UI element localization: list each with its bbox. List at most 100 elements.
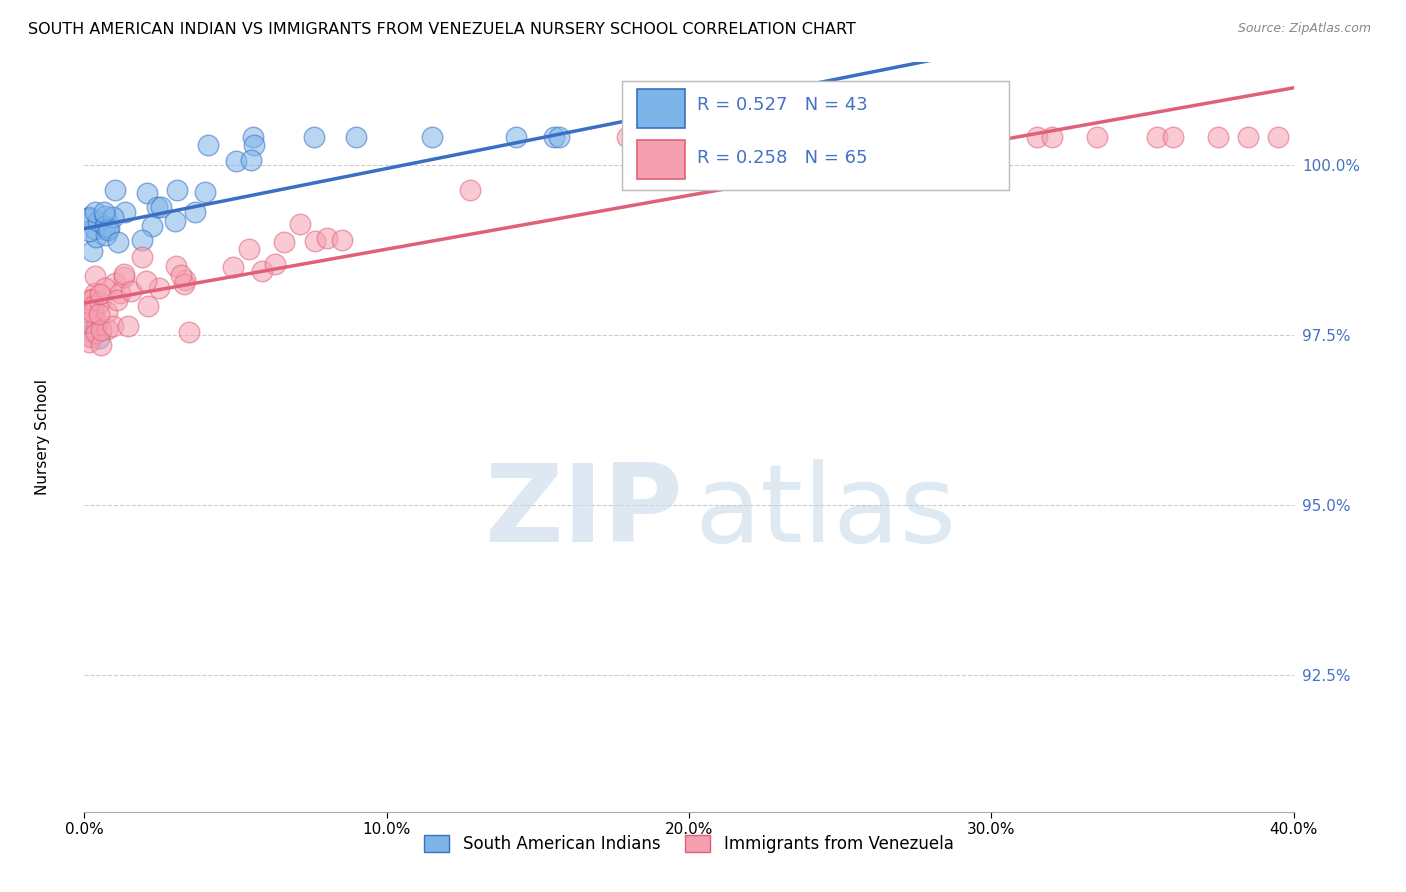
Text: SOUTH AMERICAN INDIAN VS IMMIGRANTS FROM VENEZUELA NURSERY SCHOOL CORRELATION CH: SOUTH AMERICAN INDIAN VS IMMIGRANTS FROM… <box>28 22 856 37</box>
Point <box>239 153 262 168</box>
Point <box>97 223 120 237</box>
Point <box>179 326 201 340</box>
Point <box>884 130 907 145</box>
Text: R = 0.527   N = 43: R = 0.527 N = 43 <box>697 96 868 114</box>
Point <box>94 219 117 234</box>
Point <box>84 268 107 283</box>
Point <box>104 183 127 197</box>
Point <box>83 205 105 219</box>
Point <box>96 322 118 336</box>
Point <box>104 276 127 290</box>
Point <box>547 130 569 145</box>
Point <box>1267 130 1289 145</box>
Text: R = 0.258   N = 65: R = 0.258 N = 65 <box>697 149 868 167</box>
Point <box>107 235 129 249</box>
Legend: South American Indians, Immigrants from Venezuela: South American Indians, Immigrants from … <box>418 828 960 860</box>
Point <box>93 281 115 295</box>
Point <box>920 130 942 145</box>
Point <box>165 260 187 274</box>
Point <box>768 130 790 145</box>
Point <box>90 338 112 352</box>
Point <box>112 269 135 284</box>
Point <box>87 214 110 228</box>
Text: atlas: atlas <box>695 459 957 565</box>
Point <box>94 209 117 223</box>
Point <box>87 331 110 345</box>
Point <box>101 211 124 225</box>
Point <box>83 222 105 236</box>
Point <box>149 200 172 214</box>
Point <box>194 185 217 199</box>
Point <box>87 307 110 321</box>
Point <box>136 186 159 201</box>
Point <box>87 215 110 229</box>
Point <box>627 130 650 145</box>
Point <box>165 213 187 227</box>
Point <box>84 285 107 300</box>
Point <box>148 281 170 295</box>
Point <box>83 305 105 319</box>
Point <box>93 205 115 219</box>
Point <box>330 233 353 247</box>
Point <box>90 323 112 337</box>
FancyBboxPatch shape <box>637 88 685 128</box>
FancyBboxPatch shape <box>637 140 685 178</box>
Point <box>84 321 107 335</box>
Point <box>346 130 368 145</box>
Point <box>136 299 159 313</box>
Point <box>238 242 260 256</box>
Point <box>76 325 98 339</box>
Point <box>1206 130 1229 145</box>
FancyBboxPatch shape <box>623 81 1010 190</box>
Point <box>250 264 273 278</box>
Point <box>120 284 142 298</box>
Point <box>79 293 101 308</box>
Point <box>789 130 811 145</box>
Point <box>77 314 100 328</box>
Point <box>242 130 264 145</box>
Point <box>86 320 108 334</box>
Point <box>825 130 848 145</box>
Point <box>965 130 987 145</box>
Point <box>225 154 247 169</box>
Point <box>173 273 195 287</box>
Point <box>302 130 325 145</box>
Point <box>288 217 311 231</box>
Point <box>264 257 287 271</box>
Point <box>616 130 638 145</box>
Point <box>80 293 103 307</box>
Point <box>94 228 117 243</box>
Point <box>89 287 111 301</box>
Point <box>108 286 131 301</box>
Point <box>80 330 103 344</box>
Point <box>77 211 100 225</box>
Point <box>96 305 118 319</box>
Point <box>84 312 107 326</box>
Point <box>146 200 169 214</box>
Point <box>166 183 188 197</box>
Point <box>1085 130 1108 145</box>
Point <box>243 137 266 152</box>
Point <box>82 300 104 314</box>
Point <box>197 138 219 153</box>
Point <box>141 219 163 233</box>
Point <box>543 130 565 145</box>
Point <box>458 183 481 197</box>
Point <box>222 260 245 274</box>
Text: Nursery School: Nursery School <box>35 379 49 495</box>
Point <box>304 234 326 248</box>
Text: ZIP: ZIP <box>485 459 683 565</box>
Point <box>1040 130 1063 145</box>
Point <box>135 274 157 288</box>
Point <box>84 230 107 244</box>
Point <box>170 268 193 283</box>
Point <box>105 293 128 308</box>
Point <box>82 305 104 319</box>
Point <box>117 319 139 334</box>
Point <box>97 220 120 235</box>
Point <box>101 318 124 333</box>
Point <box>505 130 527 145</box>
Point <box>184 204 207 219</box>
Point <box>77 224 100 238</box>
Point <box>131 250 153 264</box>
